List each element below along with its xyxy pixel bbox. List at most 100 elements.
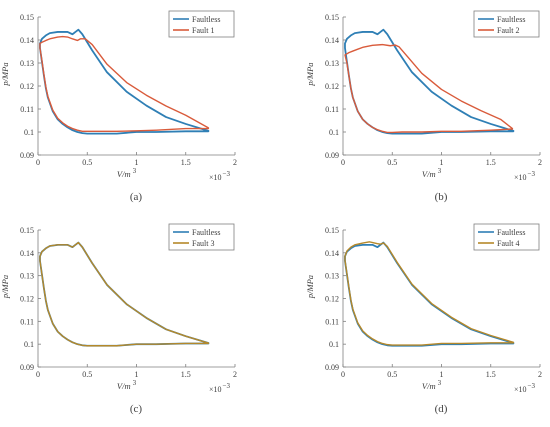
y-tick-label: 0.14 [20,36,34,45]
legend-label-1: Faultless [497,228,525,237]
y-axis-label: p/MPa [0,62,10,86]
y-tick-label: 0.11 [325,105,339,114]
x-axis-label-superscript: 3 [438,379,442,387]
y-tick-label: 0.12 [325,295,339,304]
legend-box [473,223,540,251]
x-tick-label: 0 [36,158,40,167]
y-tick-label: 0.15 [325,226,339,235]
y-tick-label: 0.09 [20,363,34,372]
y-tick-label: 0.11 [20,105,34,114]
x-axis-label: V/m 3 [422,379,442,391]
x-axis-multiplier-base: ×10 [514,173,527,182]
series-line-2 [344,43,514,134]
x-axis-multiplier-exponent: −3 [528,382,536,390]
y-tick-label: 0.14 [20,249,34,258]
x-tick-label: 1 [135,158,139,167]
y-tick-label: 0.15 [20,13,34,22]
y-tick-label: 0.14 [325,36,339,45]
legend-box [168,10,235,38]
chart-panel-2: 0 0.5 1 1.5 2 0.09 0.1 0.11 0.12 0.13 0.14 0.15 p/MP… [305,10,542,203]
x-axis-multiplier: ×10−3 [514,170,535,182]
legend-box [473,10,540,38]
x-axis-label-text: V/m [117,169,131,179]
x-tick-label: 1 [440,370,444,379]
x-tick-label: 1.5 [486,370,496,379]
y-tick-label: 0.09 [20,151,34,160]
x-axis-label-text: V/m [422,169,436,179]
legend-label-2: Fault 3 [192,239,214,248]
x-axis-label-text: V/m [117,381,131,391]
x-axis-multiplier: ×10−3 [209,382,230,394]
legend: Faultless Fault 4 [473,223,540,251]
x-tick-label: 0 [341,158,345,167]
x-axis-label: V/m 3 [422,167,442,179]
panel-caption: (c) [130,403,143,415]
x-axis-multiplier-exponent: −3 [528,170,536,178]
legend: Faultless Fault 2 [473,10,540,38]
x-axis-multiplier-exponent: −3 [223,382,231,390]
y-tick-label: 0.15 [325,13,339,22]
x-tick-label: 0.5 [387,370,397,379]
y-tick-label: 0.11 [20,317,34,326]
panel-caption: (b) [435,191,448,203]
x-axis-label-superscript: 3 [133,167,137,175]
y-tick-label: 0.1 [24,340,34,349]
y-tick-label: 0.09 [325,363,339,372]
chart-panel-1: 0 0.5 1 1.5 2 0.09 0.1 0.11 0.12 0.13 0.14 0.15 p/MP… [0,10,237,203]
x-tick-label: 1.5 [486,158,496,167]
y-tick-label: 0.15 [20,226,34,235]
y-tick-label: 0.13 [325,59,339,68]
y-tick-label: 0.12 [20,82,34,91]
y-tick-label: 0.12 [325,82,339,91]
series-line-1 [344,241,515,347]
series-line-2 [39,241,210,347]
y-tick-label: 0.13 [20,59,34,68]
y-axis-label: p/MPa [0,275,10,299]
y-tick-label: 0.1 [329,340,339,349]
x-axis-label-superscript: 3 [133,379,137,387]
series-line-2 [344,241,515,346]
legend-label-2: Fault 4 [497,239,519,248]
x-tick-label: 2 [233,158,237,167]
x-axis-multiplier-exponent: −3 [223,170,231,178]
x-tick-label: 1.5 [181,370,191,379]
x-axis-multiplier-base: ×10 [209,385,222,394]
panel-caption: (d) [435,403,448,415]
x-tick-label: 0.5 [387,158,397,167]
series-line-2 [39,35,210,133]
series-line-1 [39,28,210,135]
legend-label-1: Faultless [192,15,220,24]
chart-panel-3: 0 0.5 1 1.5 2 0.09 0.1 0.11 0.12 0.13 0.14 0.15 p/MP… [0,223,237,415]
y-axis-label: p/MPa [305,62,315,86]
x-axis-label: V/m 3 [117,167,137,179]
x-tick-label: 1 [440,158,444,167]
y-tick-label: 0.09 [325,151,339,160]
x-tick-label: 2 [538,370,542,379]
x-tick-label: 2 [233,370,237,379]
x-axis-label-text: V/m [422,381,436,391]
legend-label-2: Fault 2 [497,26,519,35]
chart-panel-4: 0 0.5 1 1.5 2 0.09 0.1 0.11 0.12 0.13 0.14 0.15 p/MP… [305,223,542,415]
y-tick-label: 0.14 [325,249,339,258]
x-tick-label: 0 [36,370,40,379]
y-tick-label: 0.1 [24,128,34,137]
legend: Faultless Fault 1 [168,10,235,38]
legend-label-1: Faultless [192,228,220,237]
x-tick-label: 1 [135,370,139,379]
x-tick-label: 2 [538,158,542,167]
legend-label-1: Faultless [497,15,525,24]
x-axis-multiplier-base: ×10 [209,173,222,182]
y-tick-label: 0.13 [325,272,339,281]
y-tick-label: 0.12 [20,295,34,304]
y-tick-label: 0.1 [329,128,339,137]
x-axis-multiplier: ×10−3 [209,170,230,182]
panel-caption: (a) [130,191,143,203]
x-axis-multiplier-base: ×10 [514,385,527,394]
x-tick-label: 0 [341,370,345,379]
x-axis-label: V/m 3 [117,379,137,391]
series-line-1 [39,241,210,347]
y-axis-label: p/MPa [305,275,315,299]
legend: Faultless Fault 3 [168,223,235,251]
y-tick-label: 0.13 [20,272,34,281]
